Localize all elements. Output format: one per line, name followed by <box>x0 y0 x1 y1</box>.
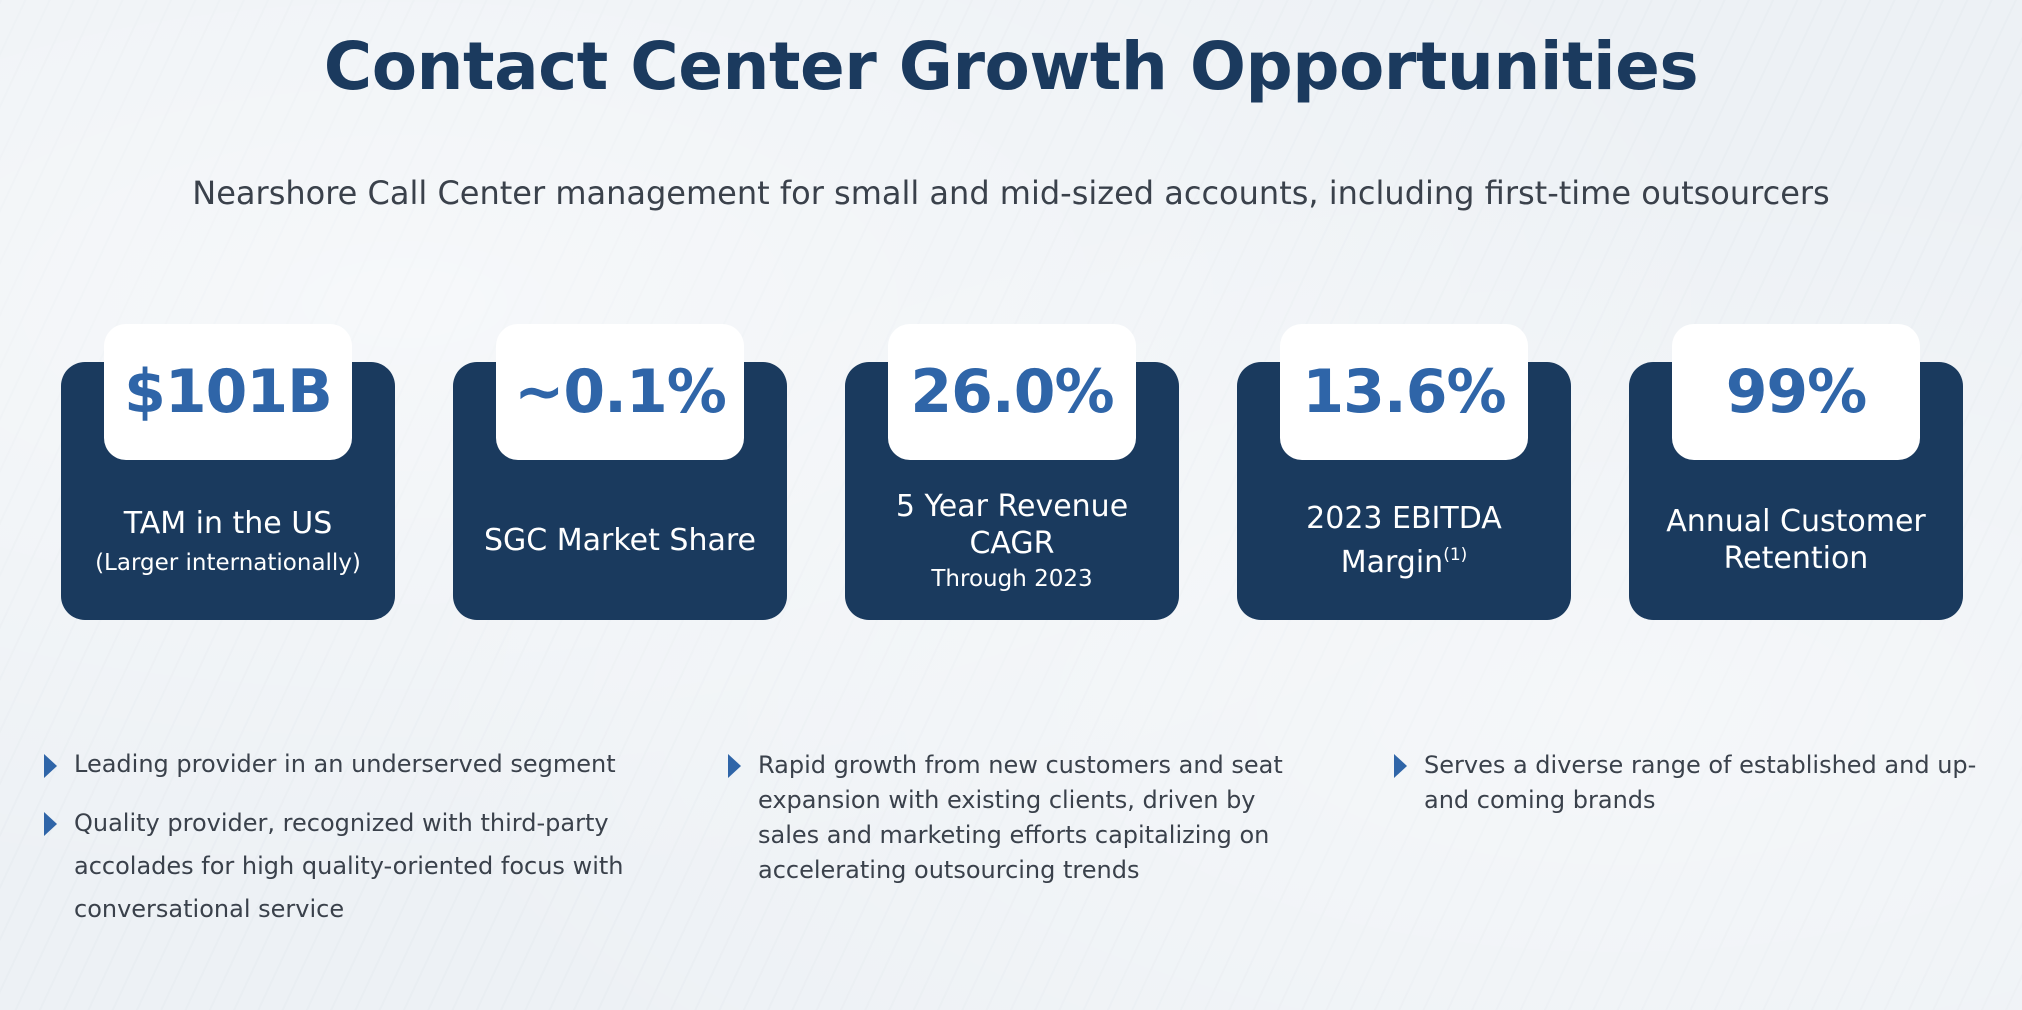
stat-label-line1: 5 Year Revenue <box>895 489 1129 524</box>
bullet-text: Rapid growth from new customers and seat… <box>758 751 1283 884</box>
triangle-right-icon <box>44 754 57 778</box>
stat-card-revenue-cagr: 26.0% 5 Year Revenue CAGR Through 2023 <box>845 324 1179 620</box>
footnote-marker: (1) <box>1443 544 1468 565</box>
stat-label-line2: CAGR <box>969 526 1055 561</box>
stat-text: TAM in the US (Larger internationally) <box>61 460 395 620</box>
bullet-text: Leading provider in an underserved segme… <box>74 750 616 778</box>
bullet-text: Serves a diverse range of established an… <box>1424 751 1977 814</box>
stat-value: 99% <box>1725 357 1868 427</box>
stat-text: 5 Year Revenue CAGR Through 2023 <box>845 460 1179 620</box>
stat-label: SGC Market Share <box>483 522 756 558</box>
bullet-item: Serves a diverse range of established an… <box>1394 748 1979 818</box>
triangle-right-icon <box>44 812 57 836</box>
bullet-column-1: Leading provider in an underserved segme… <box>44 748 664 931</box>
stat-card-market-share: ~0.1% SGC Market Share <box>453 324 787 620</box>
stat-value-box: 26.0% <box>888 324 1136 460</box>
stat-label-line2-wrap: Margin(1) <box>1341 537 1468 581</box>
stat-text: Annual Customer Retention <box>1629 460 1963 620</box>
bullet-column-3: Serves a diverse range of established an… <box>1394 748 1979 818</box>
bullet-text: Quality provider, recognized with third-… <box>74 809 624 923</box>
stat-label-line1: 2023 EBITDA <box>1306 500 1502 536</box>
bullet-item: Rapid growth from new customers and seat… <box>728 748 1318 888</box>
stat-label: TAM in the US <box>123 505 333 541</box>
stat-value-box: 13.6% <box>1280 324 1528 460</box>
bullet-item: Quality provider, recognized with third-… <box>44 802 664 931</box>
stat-sublabel: Through 2023 <box>931 566 1093 592</box>
triangle-right-icon <box>1394 754 1407 778</box>
stat-value: 26.0% <box>910 357 1114 427</box>
stat-text: SGC Market Share <box>453 460 787 620</box>
page-title: Contact Center Growth Opportunities <box>323 28 1699 105</box>
stat-label-line2: Retention <box>1723 541 1869 576</box>
bullet-item: Leading provider in an underserved segme… <box>44 748 664 780</box>
stat-card-customer-retention: 99% Annual Customer Retention <box>1629 324 1963 620</box>
stat-sublabel: (Larger internationally) <box>95 549 361 576</box>
triangle-right-icon <box>728 754 741 778</box>
stat-card-ebitda-margin: 13.6% 2023 EBITDA Margin(1) <box>1237 324 1571 620</box>
stat-value: ~0.1% <box>514 357 727 427</box>
page-subtitle: Nearshore Call Center management for sma… <box>192 174 1830 212</box>
stat-card-tam: $101B TAM in the US (Larger internationa… <box>61 324 395 620</box>
stat-value-box: 99% <box>1672 324 1920 460</box>
stat-text: 2023 EBITDA Margin(1) <box>1237 460 1571 620</box>
stat-value-box: ~0.1% <box>496 324 744 460</box>
stat-value: $101B <box>124 357 333 427</box>
stat-label-line2: Margin <box>1340 544 1444 580</box>
stat-value: 13.6% <box>1302 357 1506 427</box>
stat-value-box: $101B <box>104 324 352 460</box>
stat-label-line1: Annual Customer <box>1666 504 1926 539</box>
bullet-column-2: Rapid growth from new customers and seat… <box>728 748 1318 888</box>
